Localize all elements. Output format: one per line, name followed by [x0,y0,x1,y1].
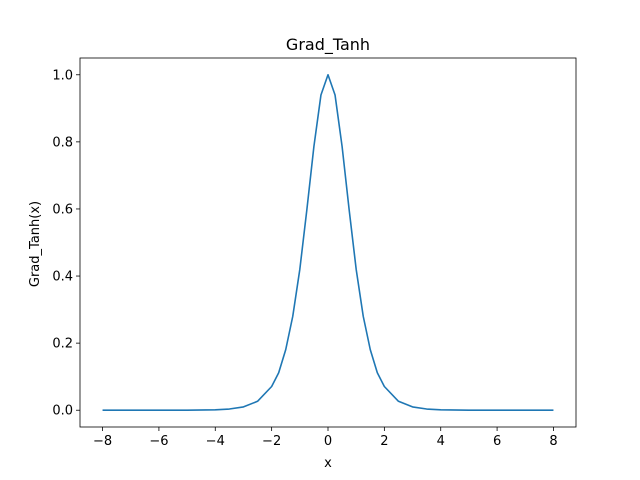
x-tick-label: −4 [206,434,225,449]
y-tick-label: 0.8 [52,135,73,150]
y-axis-ticks: 0.0 0.2 0.4 0.6 0.8 1.0 [52,68,80,419]
x-tick-label: 8 [549,434,557,449]
y-tick-label: 0.0 [52,404,73,419]
x-tick-label: −6 [149,434,168,449]
y-tick-label: 0.4 [52,270,73,285]
y-tick-label: 1.0 [52,68,73,83]
x-tick-label: 6 [493,434,501,449]
x-tick-label: −2 [262,434,281,449]
series-line [102,73,554,412]
x-tick-label: 4 [437,434,445,449]
chart-title: Grad_Tanh [286,35,370,55]
x-tick-label: 2 [380,434,388,449]
x-tick-label: 0 [324,434,332,449]
plot-area [102,73,554,412]
x-tick-label: −8 [93,434,112,449]
y-tick-label: 0.2 [52,337,73,352]
y-tick-label: 0.6 [52,202,73,217]
y-axis-label: Grad_Tanh(x) [28,201,43,287]
x-axis-label: x [324,456,332,471]
x-axis-ticks: −8 −6 −4 −2 0 2 4 6 8 [93,427,558,449]
